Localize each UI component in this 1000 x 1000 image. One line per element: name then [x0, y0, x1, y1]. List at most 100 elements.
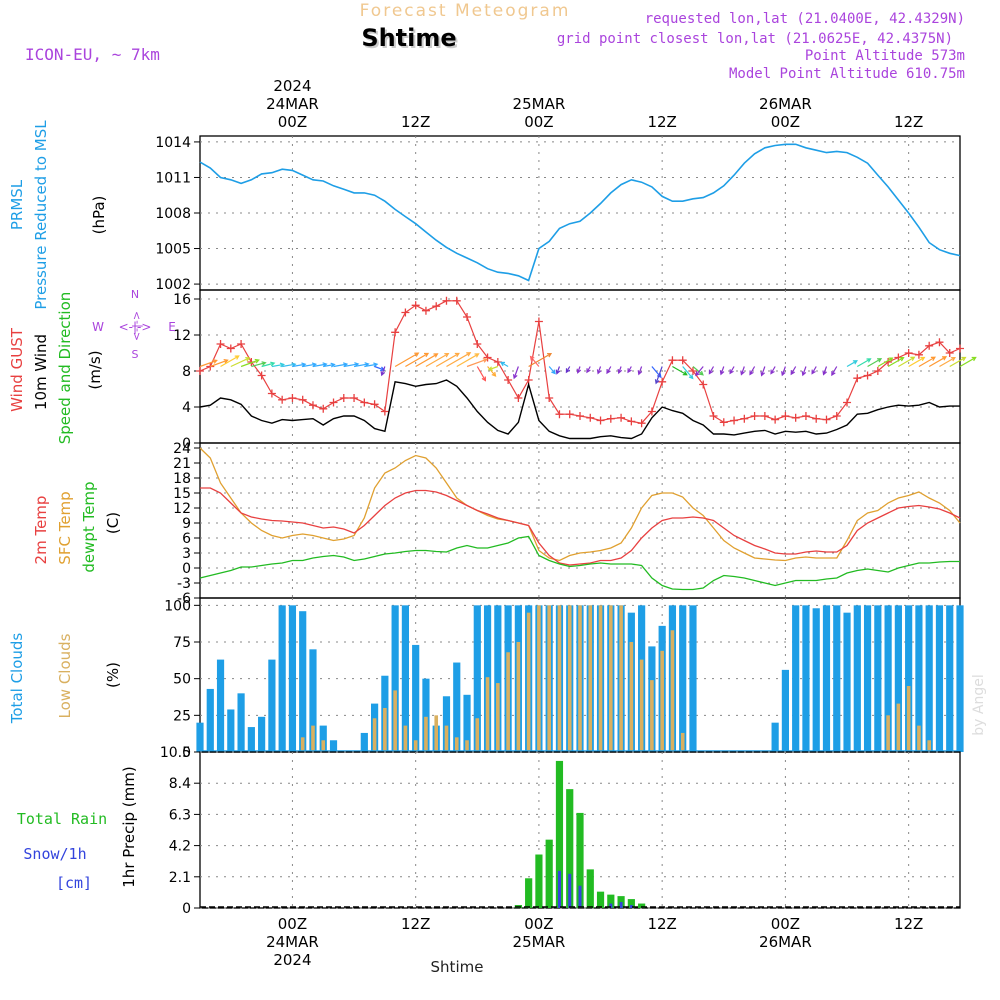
total-cloud-bar — [473, 605, 481, 752]
total-cloud-bar — [689, 605, 697, 752]
panel-clouds: 0 25 50 75 100 — [164, 597, 964, 761]
total-cloud-bar — [453, 662, 461, 752]
top-date-label: 24MAR — [266, 95, 319, 113]
bottom-hour-label: 12Z — [647, 915, 676, 933]
panel-precip: 0 2.1 4.2 6.3 8.4 10.5 — [160, 745, 961, 917]
ytick-label: 0 — [182, 561, 191, 577]
total-cloud-bar — [227, 709, 235, 752]
low-cloud-bar — [321, 740, 326, 752]
low-cloud-bar — [598, 605, 603, 752]
dewpoint-line — [199, 535, 960, 591]
wind-direction-arrow — [887, 356, 905, 368]
ytick-label: 8 — [182, 364, 191, 380]
rain-bar — [545, 839, 553, 908]
ytick-label: 1011 — [155, 170, 191, 186]
wind-direction-arrow — [555, 366, 561, 375]
ytick-label: 16 — [173, 292, 191, 308]
ytick-label: 2.1 — [169, 870, 191, 886]
wind-direction-arrow — [719, 366, 725, 376]
gust-point — [935, 338, 944, 347]
gust-point — [678, 356, 687, 365]
panel-pressure: 1002 1005 1008 1011 1014 — [155, 135, 961, 293]
low-cloud-bar — [639, 659, 644, 752]
total-cloud-bar — [391, 605, 399, 752]
wind-direction-arrow — [637, 366, 643, 376]
total-cloud-bar — [494, 605, 502, 752]
wind-direction-arrow — [846, 360, 858, 368]
wind-direction-arrow — [586, 366, 591, 374]
low-cloud-bar — [465, 740, 469, 752]
wind-direction-arrow — [708, 366, 715, 375]
wind-direction-arrow — [466, 358, 488, 368]
top-hour-label: 00Z — [278, 113, 307, 131]
total-cloud-bar — [278, 605, 286, 752]
gust-point — [329, 398, 338, 407]
low-cloud-bar — [650, 680, 654, 752]
low-cloud-bar — [454, 737, 459, 752]
gust-point — [237, 340, 246, 348]
ytick-label: -6 — [177, 591, 191, 607]
gust-point — [596, 416, 605, 425]
side-labels: PRMSL Pressure Reduced to MSL (hPa) Wind GU… — [8, 120, 176, 892]
wind-direction-arrow — [695, 366, 704, 377]
gust-point — [380, 407, 389, 416]
total-cloud-bar — [258, 716, 266, 752]
low-cloud-bar — [403, 725, 408, 752]
low-cloud-bar — [372, 718, 377, 752]
wind-direction-arrow — [499, 361, 509, 368]
gust-point — [565, 410, 574, 419]
wind-direction-arrow — [220, 355, 240, 368]
gust-point — [637, 419, 646, 428]
chart-title: Forecast Meteogram — [360, 1, 571, 21]
gust-point — [801, 412, 810, 420]
gust-point — [432, 302, 441, 311]
compass-s: S — [132, 348, 139, 361]
low-cloud-bar — [670, 630, 675, 752]
wind-direction-arrow — [230, 357, 251, 368]
gust-point — [853, 374, 862, 383]
dewpoint-label: dewpt Temp — [80, 481, 98, 572]
top-hour-label: 00Z — [771, 113, 800, 131]
low-cloud-bar — [680, 732, 685, 752]
ytick-label: 21 — [173, 456, 191, 472]
wind-direction-arrow — [682, 366, 694, 380]
wind-direction-arrow — [617, 366, 623, 375]
wind-direction-arrow — [529, 355, 540, 367]
model-altitude: Model Point Altitude 610.75m — [729, 66, 965, 82]
ytick-label: 100 — [164, 598, 191, 614]
wind-direction-arrow — [918, 356, 936, 368]
wind-direction-arrow — [790, 366, 797, 376]
low-cloud-bar — [434, 715, 439, 752]
wind-direction-arrow — [512, 366, 519, 380]
gust-point — [822, 415, 831, 424]
compass-e: E — [168, 320, 176, 334]
gust-point — [339, 394, 348, 402]
snow-bar — [578, 885, 582, 908]
gust-point — [771, 415, 780, 424]
gust-point — [257, 371, 266, 380]
total-cloud-bar — [884, 605, 892, 752]
gust-point — [925, 341, 934, 350]
wind-direction-arrow — [548, 366, 556, 375]
wind-direction-arrow — [822, 366, 828, 376]
rain-bar — [627, 899, 635, 908]
wind-label: 10m Wind — [32, 334, 50, 410]
wind-direction-arrow — [380, 366, 386, 377]
low-cloud-bar — [557, 605, 562, 752]
gust-point — [534, 317, 543, 326]
low-clouds-label: Low Clouds — [56, 633, 74, 718]
total-cloud-bar — [463, 694, 471, 752]
low-cloud-bar — [906, 686, 911, 752]
low-cloud-bar — [927, 740, 931, 752]
ytick-label: 24 — [173, 441, 191, 457]
sfc-temp-label: SFC Temp — [56, 491, 74, 564]
total-cloud-bar — [802, 605, 810, 752]
wind-unit: (m/s) — [86, 350, 104, 389]
gust-point — [740, 414, 749, 423]
direction-label: Speed and Direction — [56, 292, 74, 445]
gust-point — [750, 412, 759, 420]
compass-vertical: <-|-> — [130, 311, 143, 341]
requested-coords: requested lon,lat (21.0400E, 42.4329N) — [645, 11, 965, 27]
total-cloud-bar — [822, 605, 831, 752]
low-cloud-bar — [393, 690, 397, 752]
